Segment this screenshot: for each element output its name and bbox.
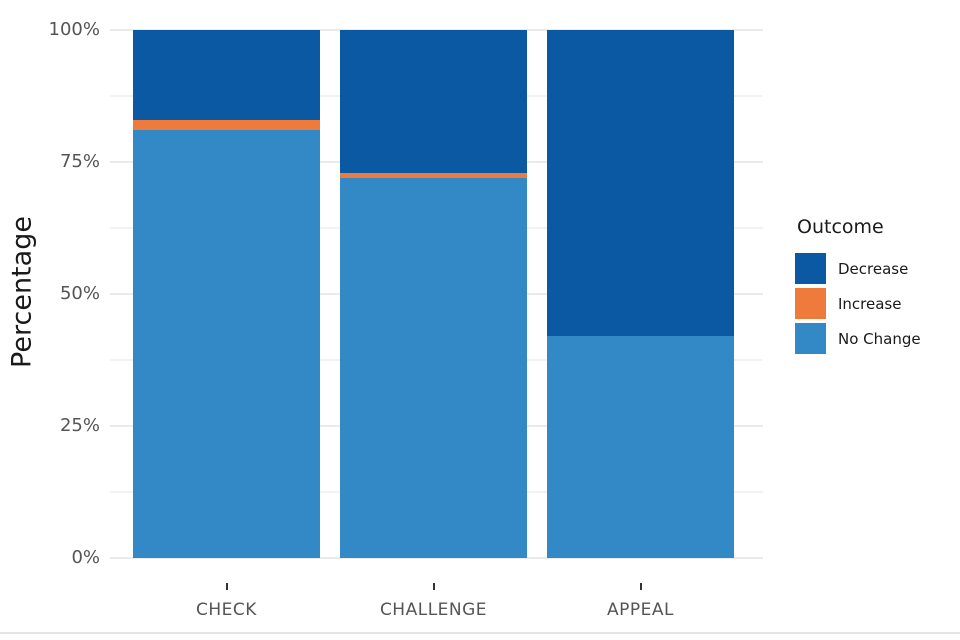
x-tick-check [225,583,228,590]
bar-check-segment-no-change [133,130,320,558]
y-tick-label-50: 50% [59,283,100,304]
bar-check-segment-decrease [133,30,320,120]
bar-appeal-segment-no-change [547,336,734,558]
bar-appeal-segment-decrease [547,30,734,337]
legend-item-increase: Increase [795,288,960,319]
y-tick-label-75: 75% [59,151,100,172]
gridline-major-100 [110,29,763,31]
y-tick-label-25: 25% [59,415,100,436]
bar-appeal [547,30,734,558]
legend: Outcome Decrease Increase No Change [795,216,960,358]
bottom-divider [0,632,960,634]
bar-challenge-segment-no-change [340,177,527,558]
plot-area [110,29,763,559]
bar-check [133,30,320,558]
legend-items: Decrease Increase No Change [795,253,960,354]
legend-item-no-change: No Change [795,323,960,354]
bar-challenge [340,30,527,558]
bar-check-segment-increase [133,119,320,131]
x-tick-label-check: CHECK [196,600,257,620]
gridline-major-0 [110,557,763,559]
legend-item-decrease: Decrease [795,253,960,284]
legend-swatch-increase [795,288,826,319]
legend-title: Outcome [797,216,884,238]
bar-challenge-segment-decrease [340,30,527,173]
legend-label-increase: Increase [838,294,902,313]
x-tick-appeal [639,583,642,590]
x-tick-label-challenge: CHALLENGE [379,600,488,620]
x-tick-challenge [432,583,435,590]
y-tick-label-100: 100% [48,19,100,40]
y-tick-label-0: 0% [71,547,100,568]
x-tick-label-appeal: APPEAL [607,600,674,620]
bar-challenge-segment-increase [340,172,527,178]
legend-swatch-no-change [795,323,826,354]
legend-label-no-change: No Change [838,329,921,348]
legend-label-decrease: Decrease [838,259,909,278]
legend-swatch-decrease [795,253,826,284]
